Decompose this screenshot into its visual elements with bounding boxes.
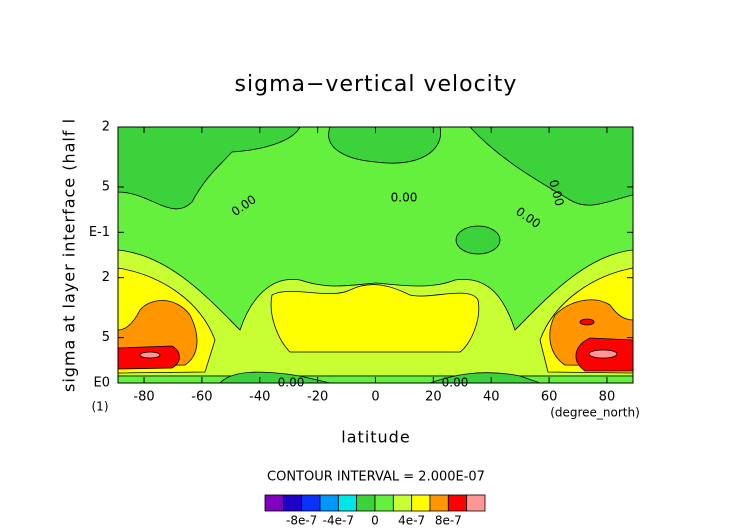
contour-label: 0.00 <box>391 191 418 205</box>
contour-label: 0.00 <box>546 178 566 207</box>
contour-fill <box>588 349 618 359</box>
y-tick-label: E-1 <box>89 225 110 240</box>
plot-area: 0.00 0.00 0.00 0.00 0.00 0.00 <box>117 126 634 390</box>
chart-title: sigma−vertical velocity <box>235 72 518 97</box>
x-tick-label: 80 <box>599 390 616 405</box>
colorbar-tick-label: 8e-7 <box>435 514 462 528</box>
contour-fill <box>455 225 501 255</box>
contour-fill <box>579 318 595 326</box>
colorbar-box <box>411 494 431 512</box>
colorbar-tick-label: -8e-7 <box>286 514 317 528</box>
colorbar-tick-label: -4e-7 <box>323 514 354 528</box>
y-tick-label: 5 <box>102 330 110 345</box>
x-tick-label: -40 <box>249 390 270 405</box>
x-axis-title: latitude <box>341 428 410 447</box>
contour-fill <box>328 126 442 164</box>
contour-fill <box>469 126 634 206</box>
x-tick-label: 0 <box>371 390 379 405</box>
y-tick-label: E0 <box>94 376 111 391</box>
colorbar-box <box>392 494 413 512</box>
colorbar-box <box>264 494 284 512</box>
contour-fill <box>219 371 331 384</box>
colorbar-title: CONTOUR INTERVAL = 2.000E-07 <box>267 470 485 485</box>
contour-fill <box>117 126 301 210</box>
contour-fill <box>139 351 161 359</box>
y-tick-label: 2 <box>102 120 110 135</box>
colorbar-box <box>337 494 358 512</box>
colorbar-box <box>356 494 376 512</box>
x-tick-label: -80 <box>133 390 154 405</box>
colorbar-box <box>429 494 449 512</box>
y-unit: (1) <box>92 400 109 414</box>
x-tick-label: 60 <box>541 390 558 405</box>
x-unit: (degree_north) <box>550 406 640 420</box>
colorbar-tick-label: 0 <box>371 514 379 528</box>
x-tick-label: -60 <box>191 390 212 405</box>
x-tick-label: 20 <box>425 390 442 405</box>
colorbar-box <box>319 494 339 512</box>
contour-fill <box>429 372 541 384</box>
colorbar-box <box>447 494 468 512</box>
colorbar-box <box>301 494 321 512</box>
y-tick-label: 5 <box>102 179 110 194</box>
colorbar-tick-label: 4e-7 <box>398 514 425 528</box>
colorbar-box <box>282 494 303 512</box>
y-axis-title: sigma at layer interface (half l <box>60 118 79 392</box>
x-tick-label: 40 <box>483 390 500 405</box>
x-tick-label: -20 <box>307 390 328 405</box>
colorbar-box <box>466 494 486 512</box>
colorbar-box <box>374 494 394 512</box>
y-tick-label: 2 <box>102 270 110 285</box>
contour-fill <box>270 284 480 353</box>
